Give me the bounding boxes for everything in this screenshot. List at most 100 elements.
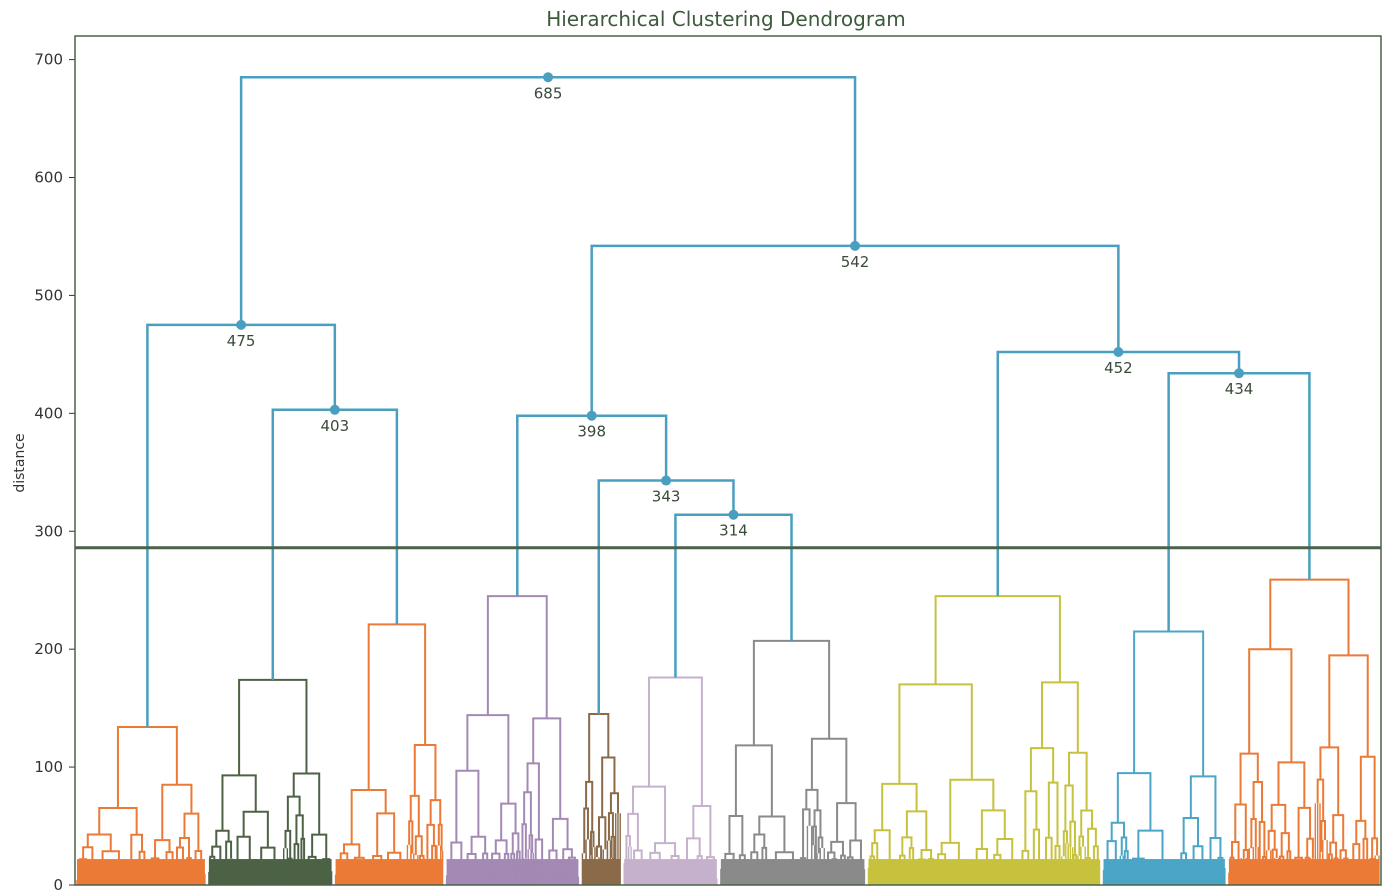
merge-link-403 [271,408,399,680]
cluster-link [1248,648,1293,763]
merge-label-314: 314 [719,522,748,540]
cluster-2 [334,623,444,885]
cluster-link [86,833,112,852]
cluster-link [470,835,487,855]
cluster-link [980,809,1006,849]
cluster-link [350,789,387,845]
cluster-link [292,772,321,835]
cluster-link [455,769,480,843]
cluster-link [1332,814,1345,851]
cluster-8 [1102,630,1226,885]
merge-node-398 [586,410,597,421]
merge-node-434 [1234,368,1245,379]
cluster-link [1267,829,1276,851]
cluster-link [1182,817,1200,854]
cluster-6 [720,639,866,885]
cluster-link [551,817,569,851]
y-tick-label: 700 [34,51,63,69]
cluster-link [242,810,269,848]
cluster-link [728,815,744,856]
y-tick-label: 100 [34,758,63,776]
cluster-0 [76,725,206,885]
cluster-5 [623,676,718,885]
cluster-link [1064,784,1074,832]
cluster-link [413,744,437,801]
cluster-link [898,683,973,784]
cluster-link [511,832,520,854]
cluster-link [1239,752,1259,805]
cluster-link [286,795,301,831]
y-tick-label: 0 [53,876,63,894]
cluster-link [238,678,308,776]
merge-node-475 [236,319,247,330]
cluster-link [367,623,427,791]
y-axis: 0 100 200 300 400 500 600 700 [34,51,75,894]
merge-link-452 [996,350,1241,597]
merge-label-542: 542 [841,253,870,271]
upper-links [146,76,1311,727]
cluster-subtrees [76,578,1380,885]
cluster-link [429,799,442,825]
cluster-link [526,762,540,840]
cluster-link [1080,809,1094,837]
cluster-link [836,802,857,842]
cluster-link [376,812,396,856]
cluster-3 [445,595,580,885]
cluster-4 [581,713,621,885]
chart-title: Hierarchical Clustering Dendrogram [546,7,906,31]
cluster-link [692,805,712,858]
cluster-link [588,713,610,782]
cluster-link [805,788,819,811]
cluster-link [1328,654,1369,757]
cluster-link [601,756,616,818]
cluster-link [654,842,677,857]
cluster-link [486,595,548,719]
merge-node-403 [329,404,340,415]
merge-node-452 [1113,347,1124,358]
merge-label-452: 452 [1104,359,1133,377]
cluster-link [532,717,562,819]
merge-label-685: 685 [534,84,563,102]
cluster-link [221,774,257,831]
cluster-link [802,808,811,859]
merge-node-314 [728,509,739,520]
cluster-link [1306,837,1314,858]
cluster-link [98,807,138,835]
cluster-link [1047,781,1059,846]
plot-frame [74,35,1382,886]
y-tick-label: 600 [34,169,63,187]
cluster-link [1133,630,1205,777]
cluster-link [116,725,178,809]
merge-label-403: 403 [321,417,350,435]
cluster-link [311,833,328,860]
merge-node-685 [543,72,554,83]
cluster-link [414,835,423,856]
cluster-link [1068,751,1088,811]
merge-label-398: 398 [577,423,606,441]
cluster-link [1189,775,1217,839]
cluster-7 [867,595,1101,885]
cluster-link [1250,818,1257,849]
merge-link-685 [239,76,857,325]
cluster-link [236,835,251,863]
cluster-link [161,783,193,841]
cluster-link [598,816,607,850]
cluster-link [466,714,510,804]
y-tick-label: 500 [34,286,63,304]
cluster-link [830,840,844,856]
cluster-link [1041,681,1079,753]
y-tick-label: 300 [34,522,63,540]
cluster-link [1359,755,1376,839]
cluster-link [734,744,773,817]
cluster-link [752,639,831,746]
cluster-link [1270,803,1287,834]
merge-nodes: 403 475 314 343 398 434 452 542 685 [227,72,1254,540]
cluster-link [1269,578,1350,656]
cluster-link [1137,829,1164,862]
cluster-link [1258,820,1266,862]
cluster-link [609,792,619,814]
merge-label-434: 434 [1225,380,1254,398]
cluster-link [183,812,200,851]
y-axis-label: distance [12,433,28,492]
